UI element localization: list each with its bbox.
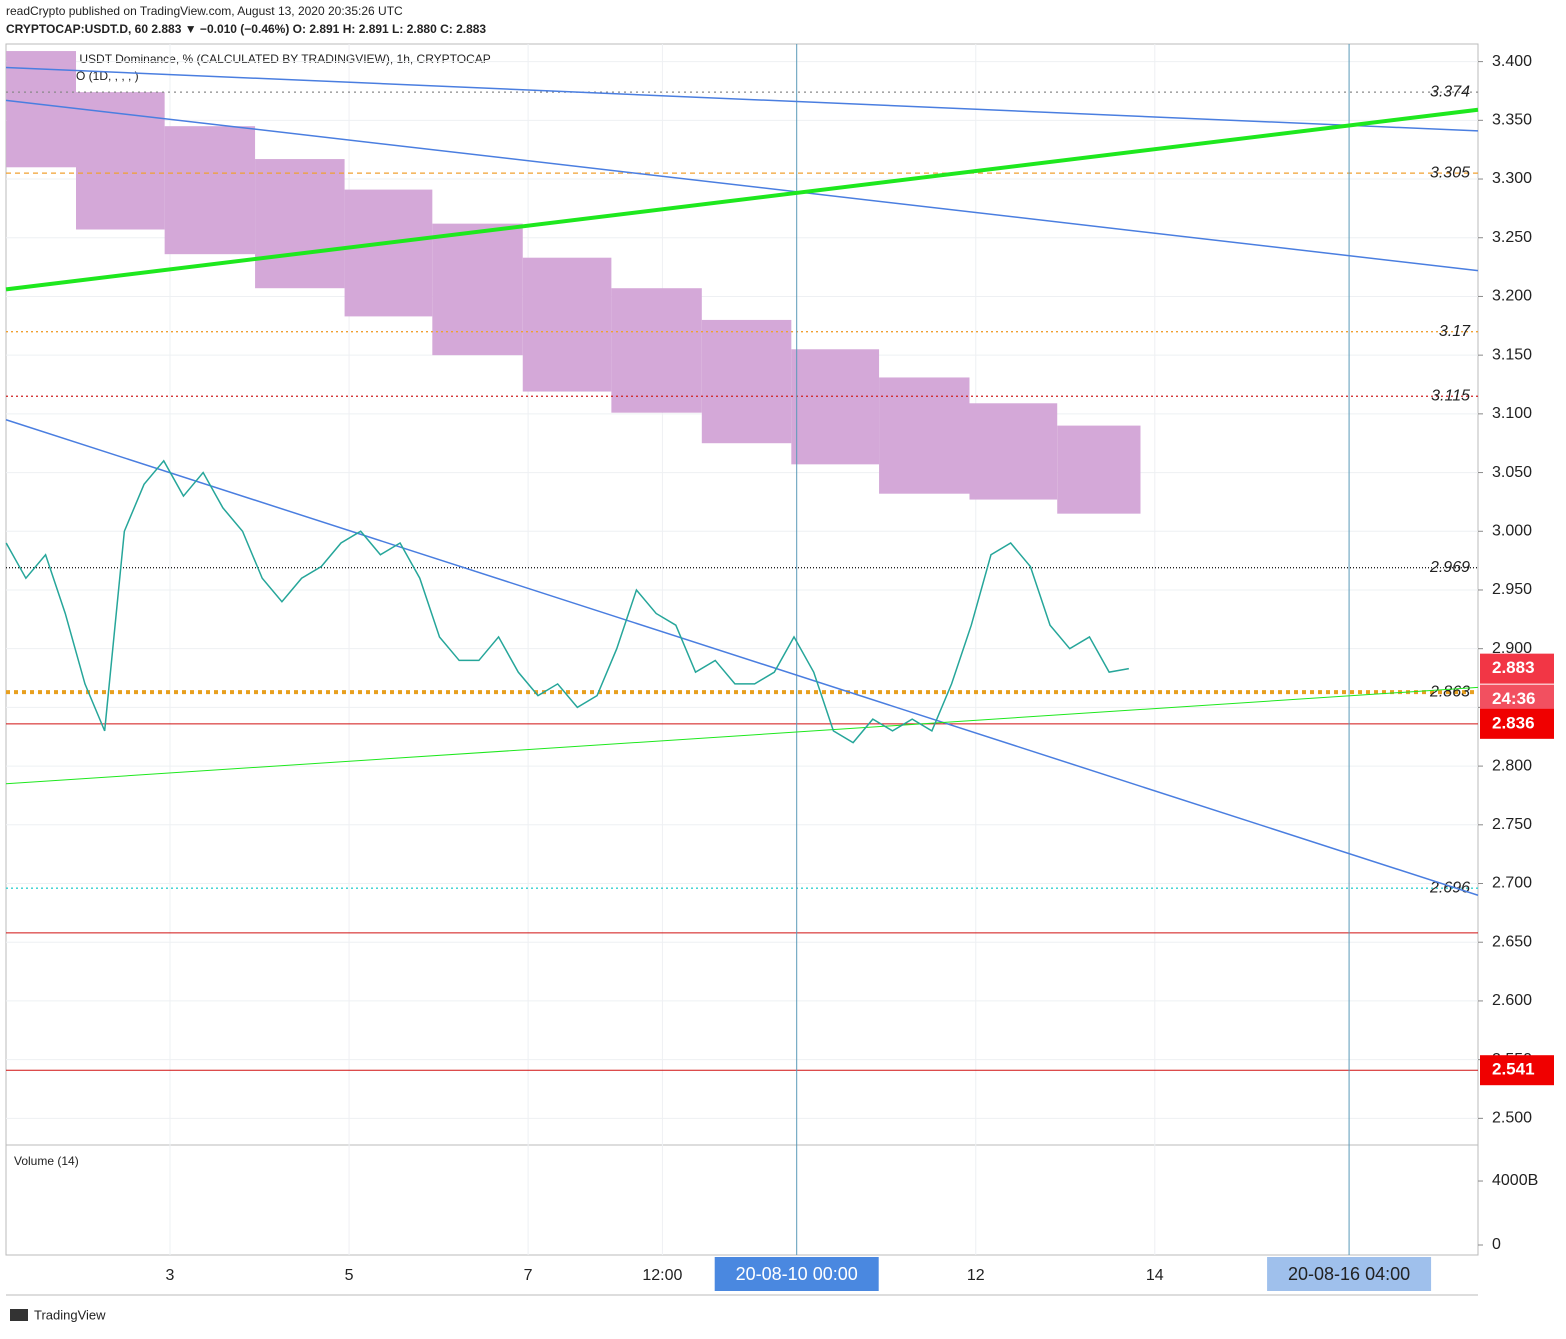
cloud-band bbox=[611, 288, 702, 413]
y-tick-label: 2.750 bbox=[1492, 816, 1532, 833]
cloud-band bbox=[432, 223, 523, 356]
price-badge bbox=[1480, 708, 1554, 739]
price-badge bbox=[1480, 653, 1554, 684]
y-tick-label: 2.950 bbox=[1492, 581, 1532, 598]
countdown: 24:36 bbox=[1492, 689, 1535, 708]
cloud-band bbox=[1057, 425, 1141, 514]
cloud-band bbox=[164, 126, 256, 255]
brand: TradingView bbox=[34, 1307, 106, 1322]
brand-logo bbox=[10, 1309, 28, 1321]
price-badge-label: 2.541 bbox=[1492, 1060, 1535, 1079]
y-tick-label: 2.800 bbox=[1492, 757, 1532, 774]
volume-tick-label: 0 bbox=[1492, 1236, 1501, 1253]
x-tick-label: 5 bbox=[345, 1267, 354, 1284]
level-label: 3.17 bbox=[1439, 323, 1471, 340]
cloud-band bbox=[969, 403, 1058, 500]
y-tick-label: 3.300 bbox=[1492, 170, 1532, 187]
y-tick-label: 3.400 bbox=[1492, 53, 1532, 70]
cloud-band bbox=[701, 319, 792, 444]
symbol-line: CRYPTOCAP:USDT.D, 60 2.883 ▼ −0.010 (−0.… bbox=[6, 22, 486, 36]
pane-border bbox=[5, 43, 1479, 1256]
y-tick-label: 2.500 bbox=[1492, 1110, 1532, 1127]
level-label: 3.305 bbox=[1430, 164, 1470, 181]
volume-label: Volume (14) bbox=[14, 1154, 79, 1168]
cloud-band bbox=[879, 377, 970, 494]
y-tick-label: 2.650 bbox=[1492, 933, 1532, 950]
y-tick-label: 3.200 bbox=[1492, 288, 1532, 305]
price-line bbox=[5, 459, 1129, 744]
cloud-band bbox=[255, 159, 345, 289]
y-tick-label: 3.150 bbox=[1492, 346, 1532, 363]
x-tick-label: 12:00 bbox=[642, 1267, 682, 1284]
y-tick-label: 3.000 bbox=[1492, 522, 1532, 539]
x-tick-label: 7 bbox=[524, 1267, 533, 1284]
trendline bbox=[5, 419, 1479, 896]
x-tick-label: 14 bbox=[1146, 1267, 1164, 1284]
trendline bbox=[5, 686, 1479, 785]
y-tick-label: 3.100 bbox=[1492, 405, 1532, 422]
cloud-band bbox=[791, 349, 880, 465]
level-label: 2.696 bbox=[1429, 879, 1470, 896]
y-tick-label: 3.050 bbox=[1492, 464, 1532, 481]
level-label: 2.863 bbox=[1429, 683, 1470, 700]
trendline bbox=[5, 107, 1479, 292]
level-label: 2.969 bbox=[1429, 559, 1470, 576]
cloud-band bbox=[344, 189, 433, 317]
trendline bbox=[5, 66, 1479, 132]
x-tick-label: 3 bbox=[166, 1267, 175, 1284]
crosshair-label-bg bbox=[714, 1257, 879, 1291]
level-label: 3.115 bbox=[1431, 387, 1470, 404]
y-tick-label: 3.250 bbox=[1492, 229, 1532, 246]
price-badge-label: 2.836 bbox=[1492, 713, 1535, 732]
level-label: 3.374 bbox=[1430, 83, 1470, 100]
y-tick-label: 3.350 bbox=[1492, 112, 1532, 129]
y-tick-label: 2.900 bbox=[1492, 640, 1532, 657]
volume-tick-label: 4000B bbox=[1492, 1172, 1538, 1189]
y-tick-label: 2.700 bbox=[1492, 875, 1532, 892]
price-badge bbox=[1480, 1055, 1554, 1086]
price-badge-label: 2.883 bbox=[1492, 658, 1535, 677]
legend-main: Market Cap USDT Dominance, % (CALCULATED… bbox=[14, 52, 491, 66]
y-tick-label: 2.600 bbox=[1492, 992, 1532, 1009]
crosshair-label: 20-08-10 00:00 bbox=[736, 1264, 858, 1284]
cloud-band bbox=[76, 92, 165, 230]
crosshair-label: 20-08-16 04:00 bbox=[1288, 1264, 1410, 1284]
crosshair-label-bg bbox=[1267, 1257, 1432, 1291]
trendline bbox=[5, 99, 1479, 272]
x-tick-label: 12 bbox=[967, 1267, 985, 1284]
cloud-band bbox=[522, 257, 612, 392]
publisher: readCrypto published on TradingView.com,… bbox=[6, 4, 403, 18]
